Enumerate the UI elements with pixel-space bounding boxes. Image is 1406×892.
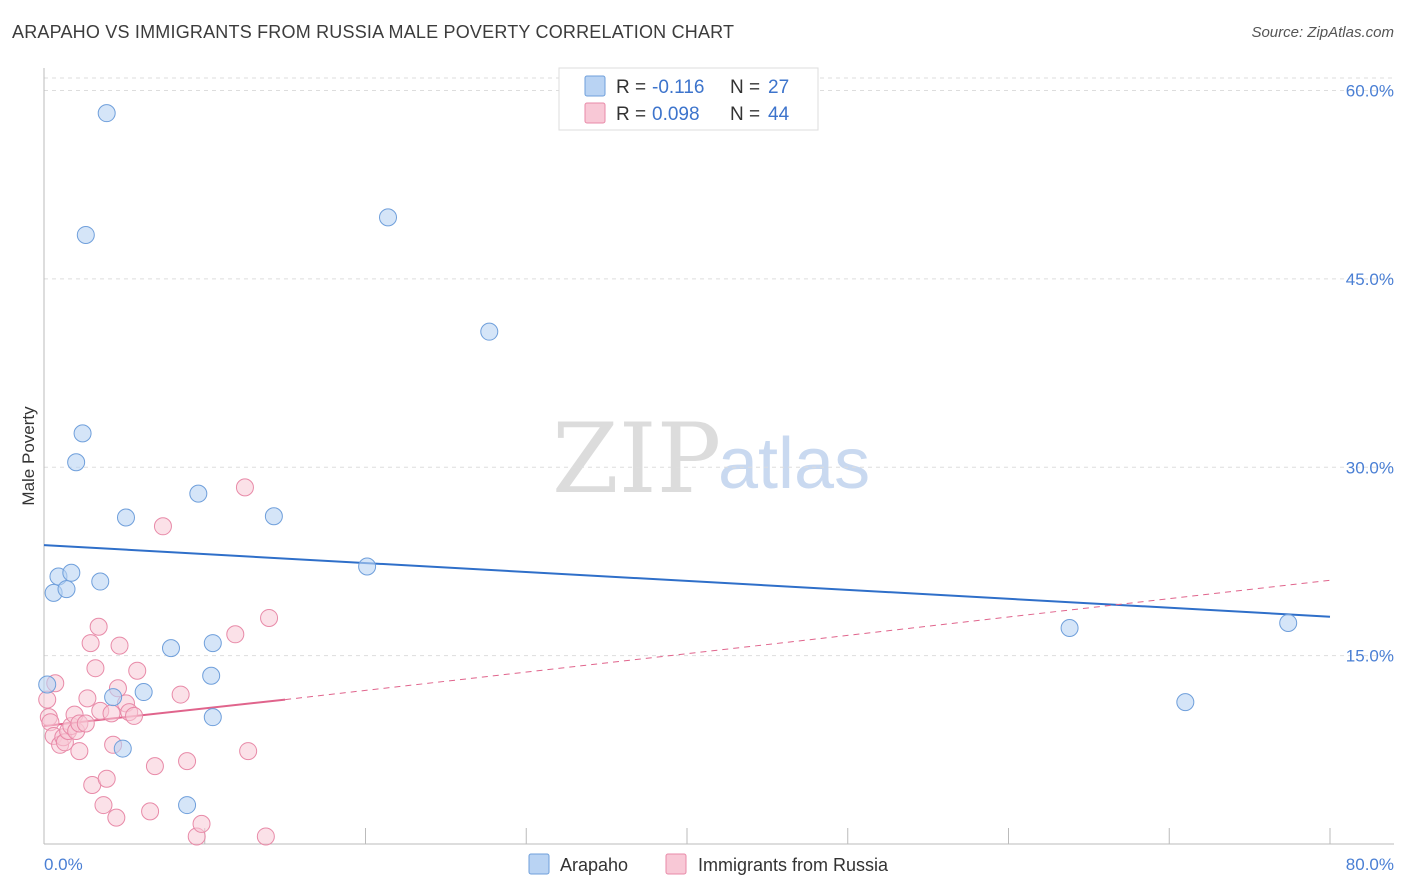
point-russia xyxy=(78,689,97,708)
watermark-zip: ZIP xyxy=(552,403,721,515)
point-arapaho xyxy=(480,322,499,341)
point-russia xyxy=(76,714,95,733)
bottom-legend-swatch-arapaho xyxy=(528,853,550,875)
point-arapaho xyxy=(57,580,76,599)
y-tick-label: 45.0% xyxy=(1346,270,1394,289)
watermark-atlas: atlas xyxy=(718,424,870,504)
data-points xyxy=(38,104,1298,846)
x-tick-label-min: 0.0% xyxy=(44,855,83,874)
point-arapaho xyxy=(116,508,135,527)
point-russia xyxy=(97,769,116,788)
legend-n-label-2: N = xyxy=(730,104,760,125)
y-axis-label: Male Poverty xyxy=(19,406,38,506)
point-russia xyxy=(110,636,129,655)
y-axis-tick-labels: 15.0% 30.0% 45.0% 60.0% xyxy=(1346,82,1394,666)
point-arapaho xyxy=(76,225,95,244)
point-russia xyxy=(102,704,121,723)
point-russia xyxy=(260,608,279,627)
y-tick-label: 30.0% xyxy=(1346,458,1394,477)
point-russia xyxy=(86,659,105,678)
point-arapaho xyxy=(1279,613,1298,632)
legend-r-value-1: -0.116 xyxy=(652,77,704,98)
bottom-legend: Arapaho Immigrants from Russia xyxy=(528,853,889,875)
chart-title: ARAPAHO VS IMMIGRANTS FROM RUSSIA MALE P… xyxy=(12,22,735,42)
point-arapaho xyxy=(202,666,221,685)
bottom-legend-label-russia: Immigrants from Russia xyxy=(698,855,889,875)
point-russia xyxy=(145,757,164,776)
point-russia xyxy=(128,661,147,680)
point-arapaho xyxy=(379,208,398,227)
x-tick-label-max: 80.0% xyxy=(1346,855,1394,874)
legend-swatch-russia xyxy=(584,102,606,124)
legend-n-value-2: 44 xyxy=(768,104,790,125)
bottom-legend-label-arapaho: Arapaho xyxy=(560,855,628,875)
point-russia xyxy=(235,478,254,497)
gridlines xyxy=(44,77,1394,657)
point-arapaho xyxy=(73,424,92,443)
point-russia xyxy=(141,802,160,821)
legend-r-label-1: R = xyxy=(616,77,646,98)
point-arapaho xyxy=(161,639,180,658)
point-russia xyxy=(171,685,190,704)
bottom-legend-swatch-russia xyxy=(665,853,687,875)
point-arapaho xyxy=(38,675,57,694)
legend-r-value-2: 0.098 xyxy=(652,104,700,125)
point-russia xyxy=(153,517,172,536)
legend: R = -0.116 N = 27 R = 0.098 N = 44 xyxy=(558,67,819,131)
point-arapaho xyxy=(113,739,132,758)
point-russia xyxy=(81,634,100,653)
point-russia xyxy=(107,808,126,827)
trend-line-arapaho xyxy=(43,544,1331,618)
source-label: Source: ZipAtlas.com xyxy=(1251,24,1394,41)
point-russia xyxy=(256,827,275,846)
point-arapaho xyxy=(189,484,208,503)
point-russia xyxy=(239,742,258,761)
point-russia xyxy=(38,690,57,709)
point-arapaho xyxy=(1060,619,1079,638)
y-tick-label: 15.0% xyxy=(1346,647,1394,666)
legend-r-label-2: R = xyxy=(616,104,646,125)
legend-n-label-1: N = xyxy=(730,77,760,98)
point-arapaho xyxy=(178,796,197,815)
legend-swatch-arapaho xyxy=(584,75,606,97)
point-russia xyxy=(192,814,211,833)
point-russia xyxy=(89,617,108,636)
point-russia xyxy=(70,742,89,761)
point-arapaho xyxy=(91,572,110,591)
point-arapaho xyxy=(97,104,116,123)
point-arapaho xyxy=(67,453,86,472)
point-arapaho xyxy=(203,708,222,727)
point-arapaho xyxy=(62,563,81,582)
trend-line-russia-dashed xyxy=(285,579,1331,701)
y-tick-label: 60.0% xyxy=(1346,82,1394,101)
x-axis-ticks xyxy=(204,828,1331,844)
point-arapaho xyxy=(134,683,153,702)
point-russia xyxy=(94,796,113,815)
point-russia xyxy=(178,752,197,771)
point-arapaho xyxy=(264,507,283,526)
legend-n-value-1: 27 xyxy=(768,77,789,98)
point-arapaho xyxy=(104,688,123,707)
point-russia xyxy=(226,625,245,644)
point-arapaho xyxy=(1176,693,1195,712)
point-arapaho xyxy=(203,634,222,653)
point-arapaho xyxy=(358,557,377,576)
point-russia xyxy=(125,706,144,725)
